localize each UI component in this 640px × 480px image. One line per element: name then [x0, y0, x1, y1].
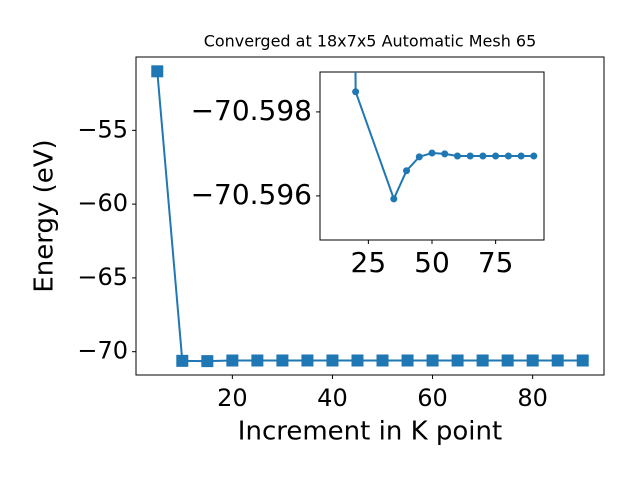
x-tick-label: 40	[317, 384, 348, 412]
marker	[201, 355, 214, 368]
y-tick-label: −70.598	[191, 94, 312, 127]
marker	[352, 88, 360, 96]
marker	[453, 152, 461, 160]
y-tick-label: −55	[77, 115, 128, 143]
x-tick-label: 20	[217, 384, 248, 412]
marker	[226, 354, 239, 367]
chart-title: Converged at 18x7x5 Automatic Mesh 65	[204, 32, 537, 51]
marker	[476, 354, 489, 367]
y-axis-label: Energy (eV)	[30, 139, 60, 292]
marker	[251, 354, 264, 367]
marker	[176, 354, 189, 367]
marker	[517, 152, 525, 160]
y-tick-label: −65	[77, 263, 128, 291]
x-tick-label: 80	[517, 384, 548, 412]
marker	[276, 354, 289, 367]
marker	[376, 354, 389, 367]
y-tick-label: −60	[77, 189, 128, 217]
marker	[551, 354, 564, 367]
marker	[401, 354, 414, 367]
x-tick-label: 60	[417, 384, 448, 412]
marker	[301, 354, 314, 367]
marker	[492, 152, 500, 160]
marker	[351, 354, 364, 367]
marker	[428, 149, 436, 157]
marker	[151, 65, 164, 78]
marker	[466, 152, 474, 160]
marker	[479, 152, 487, 160]
y-tick-label: −70.596	[191, 178, 312, 211]
marker	[501, 354, 514, 367]
x-axis-label: Increment in K point	[238, 417, 502, 447]
marker	[530, 152, 538, 160]
plot-layer	[151, 65, 589, 368]
marker	[441, 150, 449, 158]
y-tick-label: −70	[77, 337, 128, 365]
marker	[326, 354, 339, 367]
marker	[504, 152, 512, 160]
marker	[451, 354, 464, 367]
x-tick-label: 75	[478, 246, 514, 279]
x-tick-label: 25	[351, 246, 387, 279]
x-tick-label: 50	[414, 246, 450, 279]
marker	[526, 354, 539, 367]
marker	[576, 354, 589, 367]
marker	[390, 195, 398, 203]
plot-layer	[352, 72, 538, 203]
marker	[426, 354, 439, 367]
marker	[415, 153, 423, 161]
marker	[403, 167, 411, 175]
